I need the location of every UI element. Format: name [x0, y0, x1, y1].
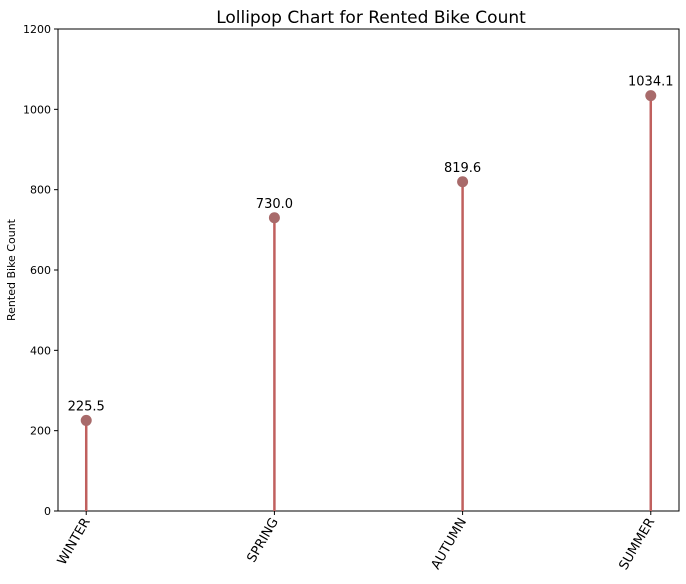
x-tick-label: WINTER [55, 516, 94, 568]
value-label: 225.5 [68, 399, 105, 414]
lollipop-marker [457, 176, 469, 188]
x-tick-label: SUMMER [617, 516, 659, 573]
value-label: 1034.1 [628, 75, 674, 90]
y-tick-label: 600 [30, 264, 51, 277]
x-tick-label: SPRING [245, 516, 282, 566]
value-label: 819.6 [444, 161, 481, 176]
lollipop-marker [268, 212, 280, 224]
y-tick-label: 400 [30, 344, 51, 357]
lollipop-series: 225.5 730.0 819.6 1034.1 [68, 75, 674, 511]
lollipop-marker [645, 90, 657, 102]
x-axis: WINTER SPRING AUTUMN SUMMER [55, 511, 658, 573]
y-tick-label: 1000 [23, 103, 51, 116]
x-tick-label: AUTUMN [429, 516, 470, 573]
y-tick-label: 200 [30, 425, 51, 438]
y-axis-label: Rented Bike Count [5, 218, 18, 321]
chart-title: Lollipop Chart for Rented Bike Count [216, 8, 526, 28]
y-tick-label: 0 [44, 505, 51, 518]
y-tick-label: 1200 [23, 23, 51, 36]
value-label: 730.0 [256, 197, 293, 212]
y-axis: 0 200 400 600 800 1000 1200 [23, 23, 58, 518]
plot-frame [57, 28, 680, 512]
lollipop-marker [80, 414, 92, 426]
y-tick-label: 800 [30, 184, 51, 197]
